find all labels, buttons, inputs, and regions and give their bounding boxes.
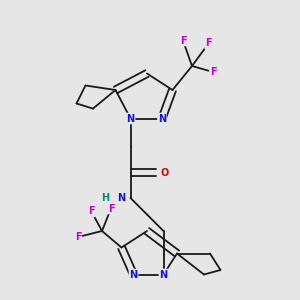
- Text: H: H: [101, 193, 109, 203]
- Text: N: N: [158, 113, 166, 124]
- Text: F: F: [88, 206, 95, 217]
- Text: F: F: [210, 67, 216, 77]
- Text: F: F: [205, 38, 212, 49]
- Text: N: N: [129, 269, 138, 280]
- Text: N: N: [117, 193, 126, 203]
- Text: F: F: [108, 203, 114, 214]
- Text: N: N: [159, 269, 168, 280]
- Text: F: F: [75, 232, 81, 242]
- Text: N: N: [126, 113, 135, 124]
- Text: O: O: [161, 167, 169, 178]
- Text: F: F: [180, 35, 186, 46]
